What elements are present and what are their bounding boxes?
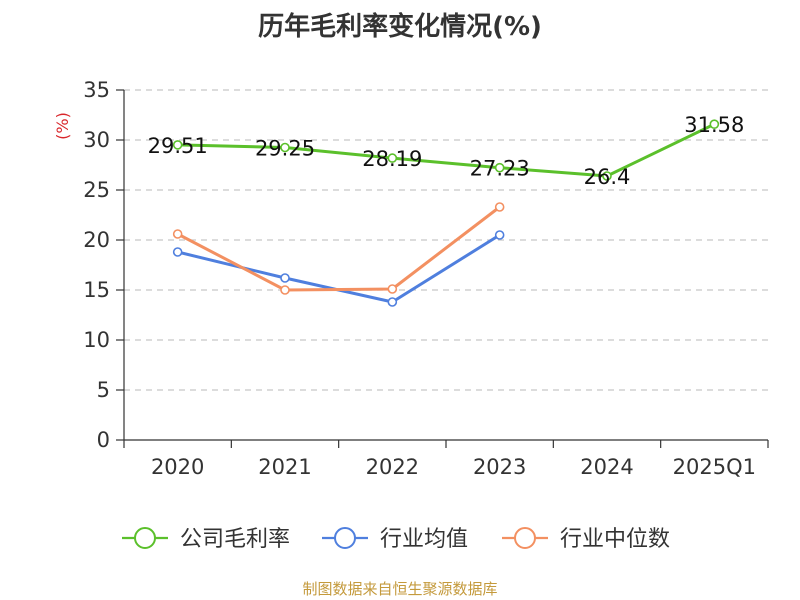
y-tick-label: 0 — [97, 428, 110, 452]
y-tick-label: 35 — [83, 78, 110, 102]
y-tick-label: 30 — [83, 128, 110, 152]
data-point — [387, 153, 398, 163]
x-tick-label: 2021 — [258, 455, 311, 479]
y-tick-label: 20 — [83, 228, 110, 252]
data-label: 27.23 — [470, 157, 530, 181]
axes: 0 5 10 15 20 25 30 35 (%) 2020 2021 2022 2023 2024 202… — [53, 78, 769, 479]
x-tick-label: 2025Q1 — [673, 455, 756, 479]
y-axis-label: (%) — [53, 112, 72, 140]
x-tick-label: 2020 — [151, 455, 204, 479]
legend-label: 公司毛利率 — [180, 527, 290, 552]
legend: 公司毛利率 行业均值 行业中位数 — [122, 527, 670, 552]
data-point — [172, 247, 183, 257]
data-point — [172, 229, 183, 239]
data-point — [280, 142, 290, 153]
data-point — [172, 140, 183, 150]
data-label: 28.19 — [362, 147, 422, 171]
data-point — [602, 171, 612, 181]
data-point — [709, 119, 720, 129]
legend-label: 行业均值 — [380, 527, 468, 552]
y-tick-label: 15 — [83, 278, 110, 302]
data-point — [494, 202, 505, 212]
y-tick-label: 10 — [83, 328, 110, 352]
source-note: 制图数据来自恒生聚源数据库 — [302, 580, 498, 598]
legend-marker — [334, 527, 356, 549]
data-point — [387, 284, 398, 294]
data-point — [494, 162, 505, 173]
legend-marker — [514, 527, 536, 549]
data-point — [387, 297, 398, 307]
series-line — [177, 122, 715, 178]
y-tick-label: 25 — [83, 178, 110, 202]
data-label: 26.4 — [584, 165, 631, 189]
data-label: 29.51 — [148, 134, 208, 158]
data-point — [280, 285, 290, 295]
x-tick-label: 2022 — [366, 455, 419, 479]
series-line — [176, 205, 501, 292]
legend-marker — [134, 527, 156, 549]
x-tick-label: 2024 — [580, 455, 633, 479]
grid-lines — [124, 89, 768, 391]
x-tick-label: 2023 — [473, 455, 526, 479]
chart-title: 历年毛利率变化情况(%) — [258, 12, 542, 42]
series-lines — [172, 119, 720, 307]
data-label: 29.25 — [255, 137, 315, 161]
legend-label: 行业中位数 — [560, 527, 670, 552]
data-labels: 29.51 29.25 28.19 27.23 26.4 31.58 — [148, 113, 745, 189]
data-point — [494, 230, 505, 240]
y-tick-label: 5 — [97, 378, 110, 402]
data-label: 31.58 — [684, 113, 744, 137]
data-point — [280, 273, 290, 283]
